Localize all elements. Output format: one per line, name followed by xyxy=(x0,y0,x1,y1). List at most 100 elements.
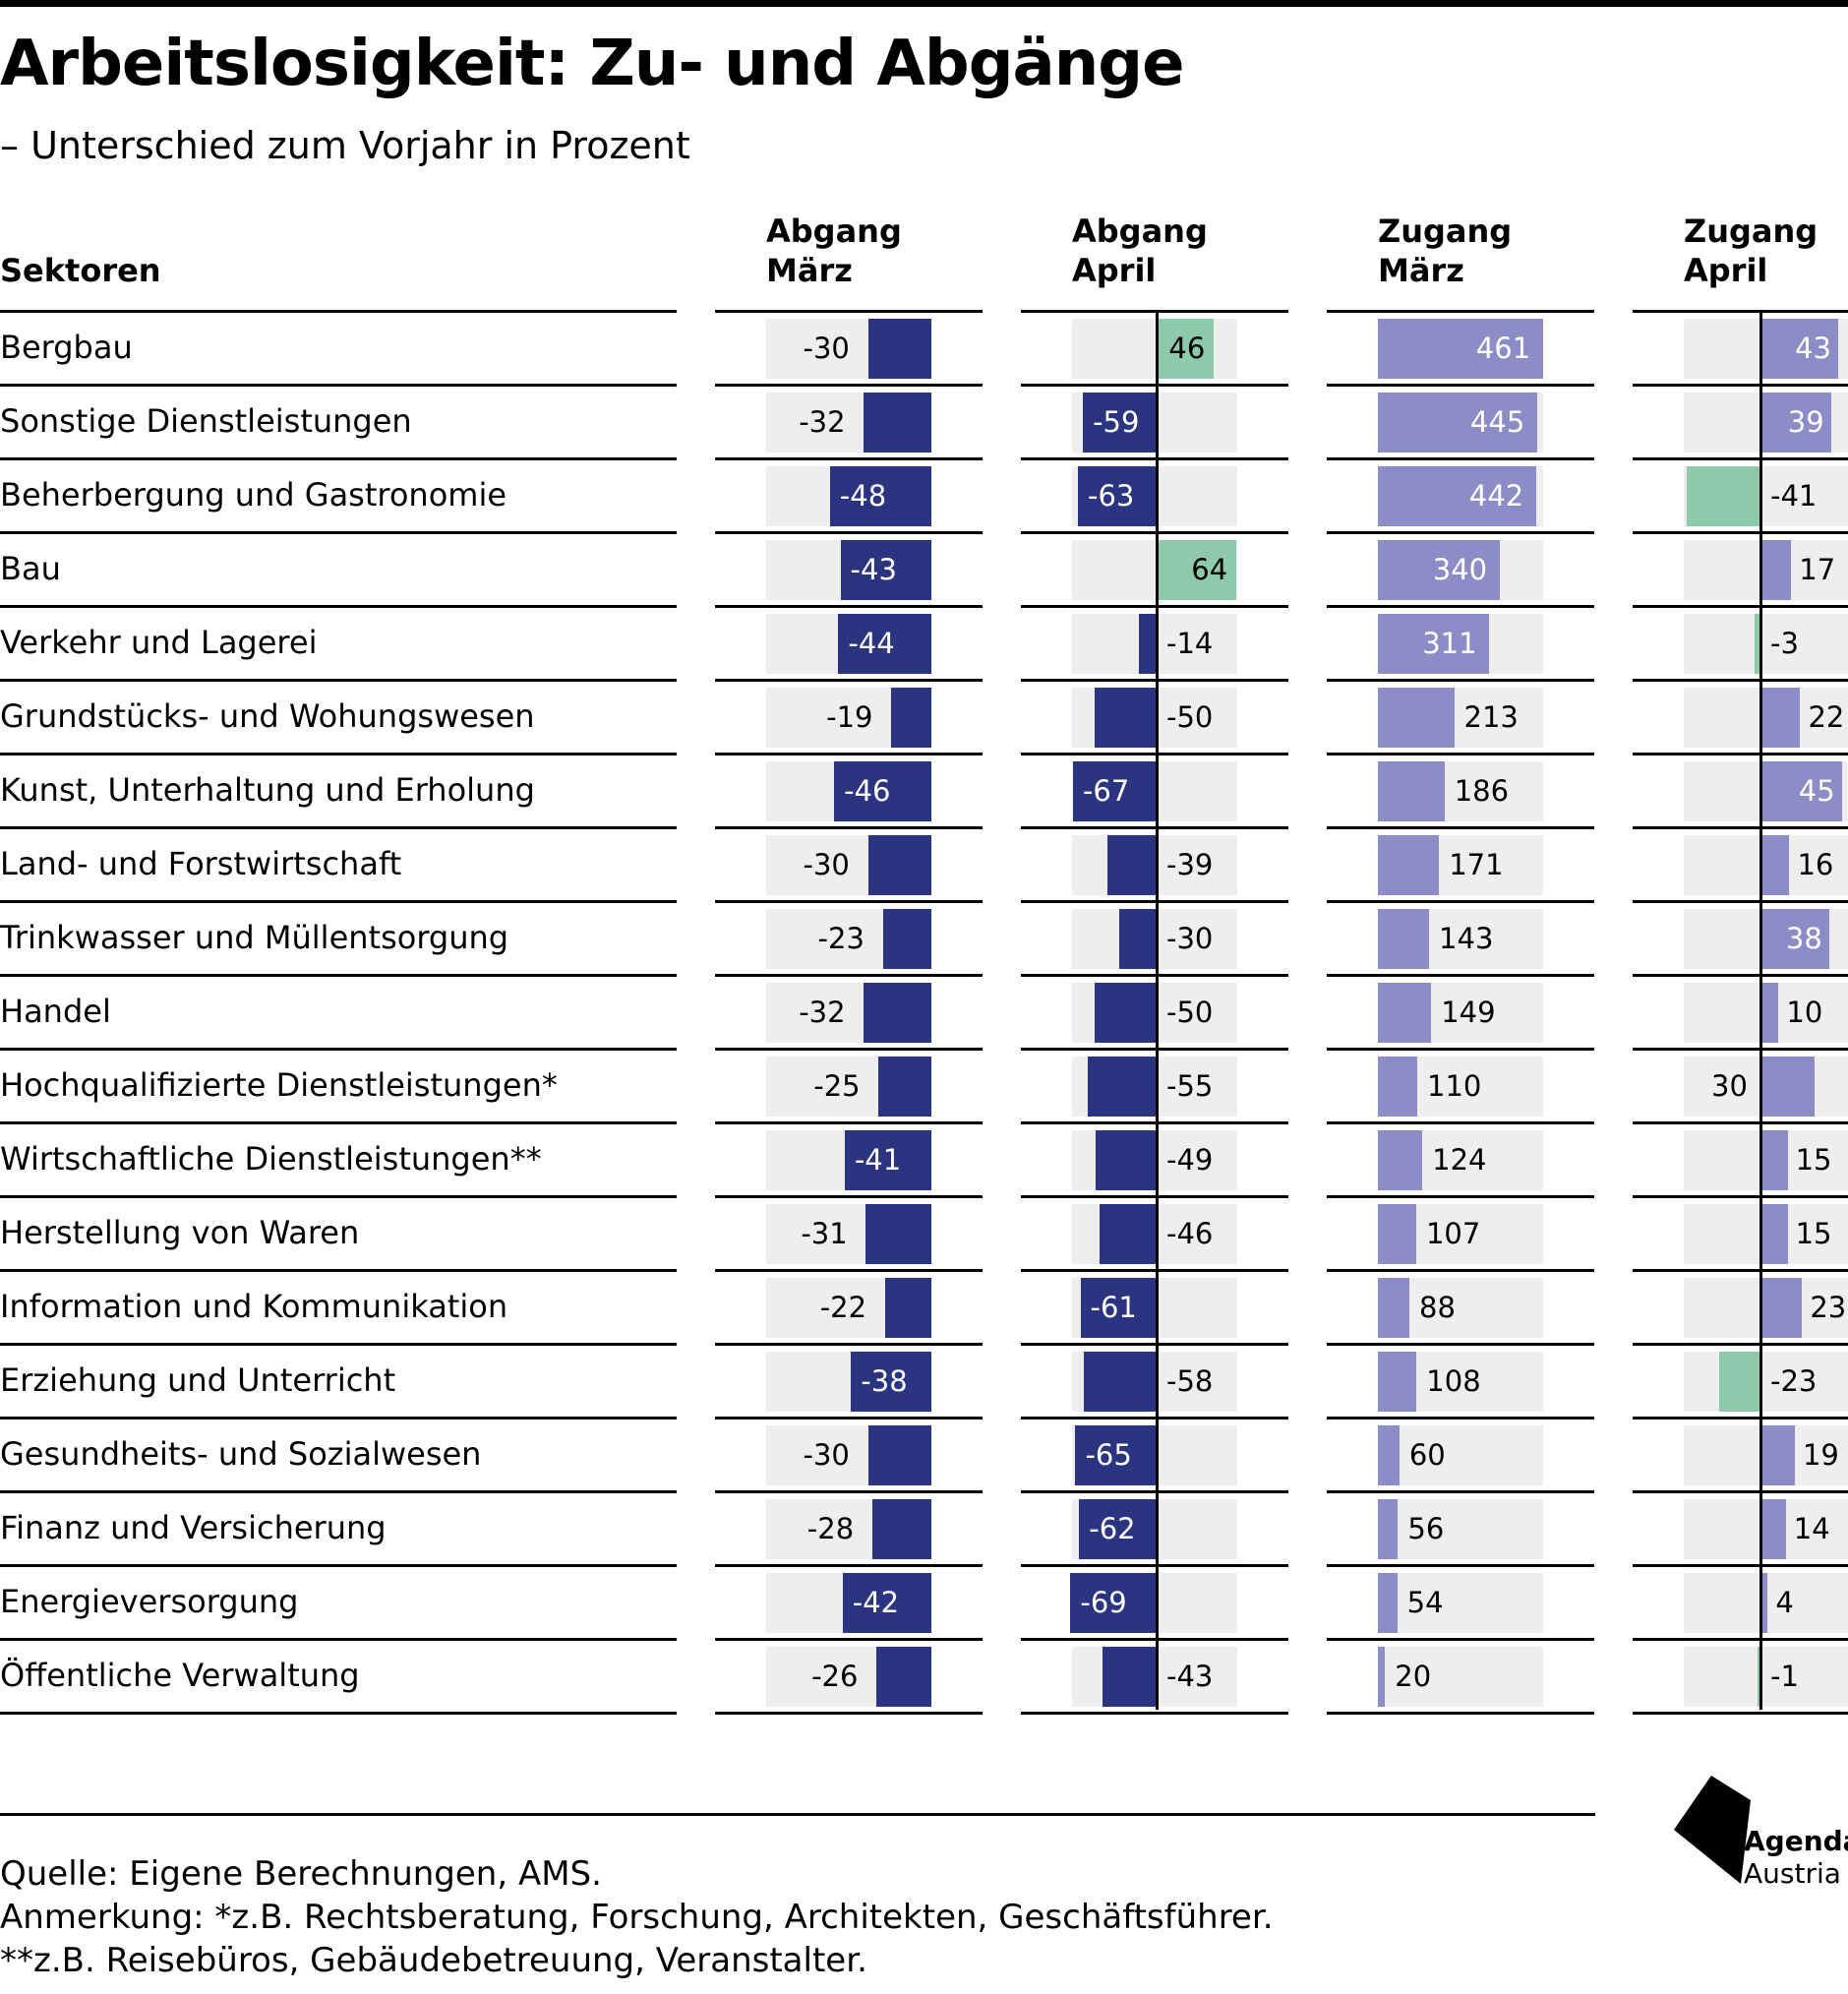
value-label: -62 xyxy=(1089,1512,1136,1545)
bar-abgang-m-rz xyxy=(829,466,931,526)
value-label: 110 xyxy=(1427,1069,1482,1103)
row-separator xyxy=(715,1121,983,1124)
bar-zugang-april xyxy=(1760,835,1790,895)
bar-abgang-april xyxy=(1157,540,1237,600)
bar-zugang-m-rz xyxy=(1378,835,1440,895)
bar-abgang-april xyxy=(1070,1573,1157,1633)
zero-axis xyxy=(1759,312,1762,1710)
row-separator xyxy=(715,1269,983,1272)
row-separator xyxy=(1327,1712,1594,1715)
value-label: -42 xyxy=(852,1586,900,1619)
value-label: 39 xyxy=(1787,405,1824,439)
bar-zugang-m-rz xyxy=(1378,319,1543,379)
sector-label: Bergbau xyxy=(0,329,133,366)
bar-track xyxy=(1378,1647,1543,1707)
value-label: -1 xyxy=(1770,1660,1799,1693)
bar-zugang-m-rz xyxy=(1378,983,1432,1043)
value-label: -61 xyxy=(1090,1291,1137,1324)
bar-zugang-april xyxy=(1760,1130,1788,1190)
value-label: -32 xyxy=(799,405,846,439)
value-label: -30 xyxy=(1166,922,1214,955)
row-separator xyxy=(1633,531,1848,534)
row-separator xyxy=(1327,1490,1594,1493)
row-separator xyxy=(0,1121,677,1124)
col-header-zugang-maerz: Zugang März xyxy=(1378,212,1513,289)
value-label: -31 xyxy=(801,1217,848,1250)
top-rule xyxy=(0,0,1848,7)
value-label: 340 xyxy=(1432,553,1488,586)
value-label: 4 xyxy=(1775,1586,1794,1619)
bar-abgang-m-rz xyxy=(891,688,931,748)
bar-zugang-april xyxy=(1760,393,1831,453)
bar-zugang-m-rz xyxy=(1378,1278,1410,1338)
row-separator xyxy=(1327,310,1594,313)
value-label: -28 xyxy=(806,1512,855,1545)
bar-zugang-m-rz xyxy=(1378,1130,1423,1190)
value-label: 143 xyxy=(1439,922,1494,955)
value-label: -65 xyxy=(1085,1438,1132,1472)
value-label: -30 xyxy=(803,848,850,881)
sector-label: Bau xyxy=(0,550,61,587)
value-label: -48 xyxy=(839,479,887,513)
row-separator xyxy=(1633,1343,1848,1346)
row-separator xyxy=(1633,310,1848,313)
row-separator xyxy=(715,1564,983,1567)
bar-zugang-april xyxy=(1760,540,1792,600)
bar-zugang-m-rz xyxy=(1378,466,1536,526)
sector-label: Land- und Forstwirtschaft xyxy=(0,845,402,882)
row-separator xyxy=(1633,457,1848,460)
bar-abgang-april xyxy=(1099,1204,1157,1264)
bar-abgang-m-rz xyxy=(842,1573,931,1633)
value-label: 10 xyxy=(1786,996,1823,1029)
row-separator xyxy=(1327,1417,1594,1420)
footer-source: Quelle: Eigene Berechnungen, AMS. xyxy=(0,1854,602,1894)
row-separator xyxy=(1327,457,1594,460)
sector-label: Sonstige Dienstleistungen xyxy=(0,402,412,440)
value-label: 461 xyxy=(1475,332,1531,365)
value-label: 45 xyxy=(1798,774,1835,808)
bar-zugang-april xyxy=(1760,909,1829,969)
bar-zugang-april xyxy=(1718,1352,1760,1412)
value-label: -50 xyxy=(1166,996,1214,1029)
footer-note-2: **z.B. Reisebüros, Gebäudebetreuung, Ver… xyxy=(0,1941,867,1980)
value-label: 19 xyxy=(1802,1438,1839,1472)
row-separator xyxy=(1021,900,1288,903)
value-label: 445 xyxy=(1469,405,1525,439)
bar-abgang-m-rz xyxy=(865,1204,931,1264)
row-separator xyxy=(0,1417,677,1420)
value-label: -50 xyxy=(1166,700,1214,734)
row-separator xyxy=(715,310,983,313)
row-separator xyxy=(0,605,677,608)
value-label: 17 xyxy=(1799,553,1836,586)
row-separator xyxy=(1327,900,1594,903)
value-label: -25 xyxy=(813,1069,861,1103)
value-label: -38 xyxy=(861,1364,908,1398)
row-separator xyxy=(1327,605,1594,608)
row-separator xyxy=(0,457,677,460)
row-separator xyxy=(1633,679,1848,682)
zero-axis xyxy=(1156,312,1159,1710)
bar-abgang-april xyxy=(1118,909,1157,969)
row-separator xyxy=(0,1343,677,1346)
bar-abgang-april xyxy=(1075,1425,1157,1485)
row-separator xyxy=(1021,1195,1288,1198)
row-separator xyxy=(0,1638,677,1641)
col-header-zugang-april: Zugang April xyxy=(1684,212,1818,289)
bar-zugang-april xyxy=(1760,1204,1788,1264)
row-separator xyxy=(1021,1343,1288,1346)
row-separator xyxy=(1021,310,1288,313)
value-label: 107 xyxy=(1425,1217,1481,1250)
value-label: 20 xyxy=(1395,1660,1432,1693)
bar-zugang-april xyxy=(1686,466,1760,526)
bar-abgang-m-rz xyxy=(864,983,931,1043)
value-label: 15 xyxy=(1795,1143,1832,1177)
bar-abgang-april xyxy=(1088,1057,1157,1117)
row-separator xyxy=(0,531,677,534)
value-label: 442 xyxy=(1468,479,1524,513)
bar-zugang-april xyxy=(1760,688,1801,748)
row-separator xyxy=(1633,826,1848,829)
row-separator xyxy=(1021,974,1288,977)
bar-abgang-m-rz xyxy=(844,1130,931,1190)
row-separator xyxy=(715,826,983,829)
sector-label: Grundstücks- und Wohungswesen xyxy=(0,697,535,735)
